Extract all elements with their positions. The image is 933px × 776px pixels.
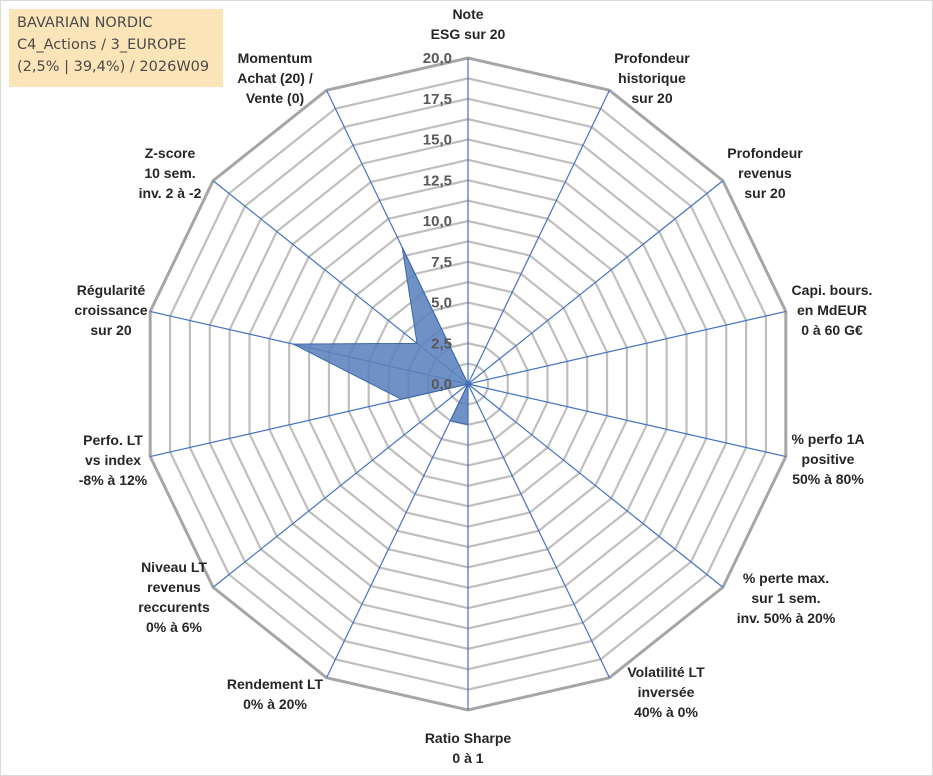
axis-spoke [467, 180, 724, 385]
tick-label: 20,0 [423, 50, 452, 67]
tick-label: 7,5 [431, 254, 452, 271]
axis-spoke [467, 310, 786, 385]
axis-label: Rendement LT 0% à 20% [227, 676, 324, 712]
tick-labels: 0,0 2,5 5,0 7,5 10,0 12,5 15,0 17,5 20,0 [423, 50, 452, 393]
axis-labels: Note ESG sur 20 Profondeur historique sur 20… [74, 6, 872, 766]
tick-label: 2,5 [431, 335, 452, 352]
axis-label: % perfo 1A positive 50% à 80% [791, 431, 864, 487]
company-name: BAVARIAN NORDIC [17, 15, 153, 31]
axis-label: Perfo. LT vs index -8% à 12% [79, 432, 148, 488]
tick-label: 10,0 [423, 213, 452, 230]
axis-label: Ratio Sharpe 0 à 1 [425, 730, 512, 766]
tick-label: 5,0 [431, 295, 452, 312]
axis-spoke [467, 90, 610, 385]
axis-spoke [467, 383, 786, 458]
axis-spoke [467, 383, 724, 588]
axis-label: Profondeur revenus sur 20 [727, 145, 803, 201]
axis-label: Z-score 10 sem. inv. 2 à -2 [139, 145, 202, 201]
axis-label: Capi. bours. en MdEUR 0 à 60 G€ [792, 282, 873, 338]
tick-label: 12,5 [423, 172, 452, 189]
axis-spoke [212, 383, 469, 588]
axis-label: Volatilité LT inversée 40% à 0% [627, 664, 705, 720]
week-info: (2,5% | 39,4%) / 2026W09 [17, 59, 210, 75]
chart-title-box: BAVARIAN NORDIC C4_Actions / 3_EUROPE (2… [9, 9, 223, 87]
axis-label: % perte max. sur 1 sem. inv. 50% à 20% [737, 570, 836, 626]
axis-label: Niveau LT revenus reccurents 0% à 6% [138, 559, 210, 635]
axis-spoke [326, 383, 469, 678]
tick-label: 17,5 [423, 91, 452, 108]
axis-label: Profondeur historique sur 20 [614, 50, 690, 106]
axis-label: Note ESG sur 20 [431, 6, 506, 42]
axis-label: Régularité croissance sur 20 [74, 282, 147, 338]
category-label: C4_Actions / 3_EUROPE [17, 37, 187, 53]
data-series [292, 246, 477, 426]
tick-label: 0,0 [431, 376, 452, 393]
axis-label: Momentum Achat (20) / Vente (0) [237, 50, 313, 106]
series-area [292, 246, 477, 426]
tick-label: 15,0 [423, 132, 452, 149]
axis-spoke [467, 383, 610, 678]
